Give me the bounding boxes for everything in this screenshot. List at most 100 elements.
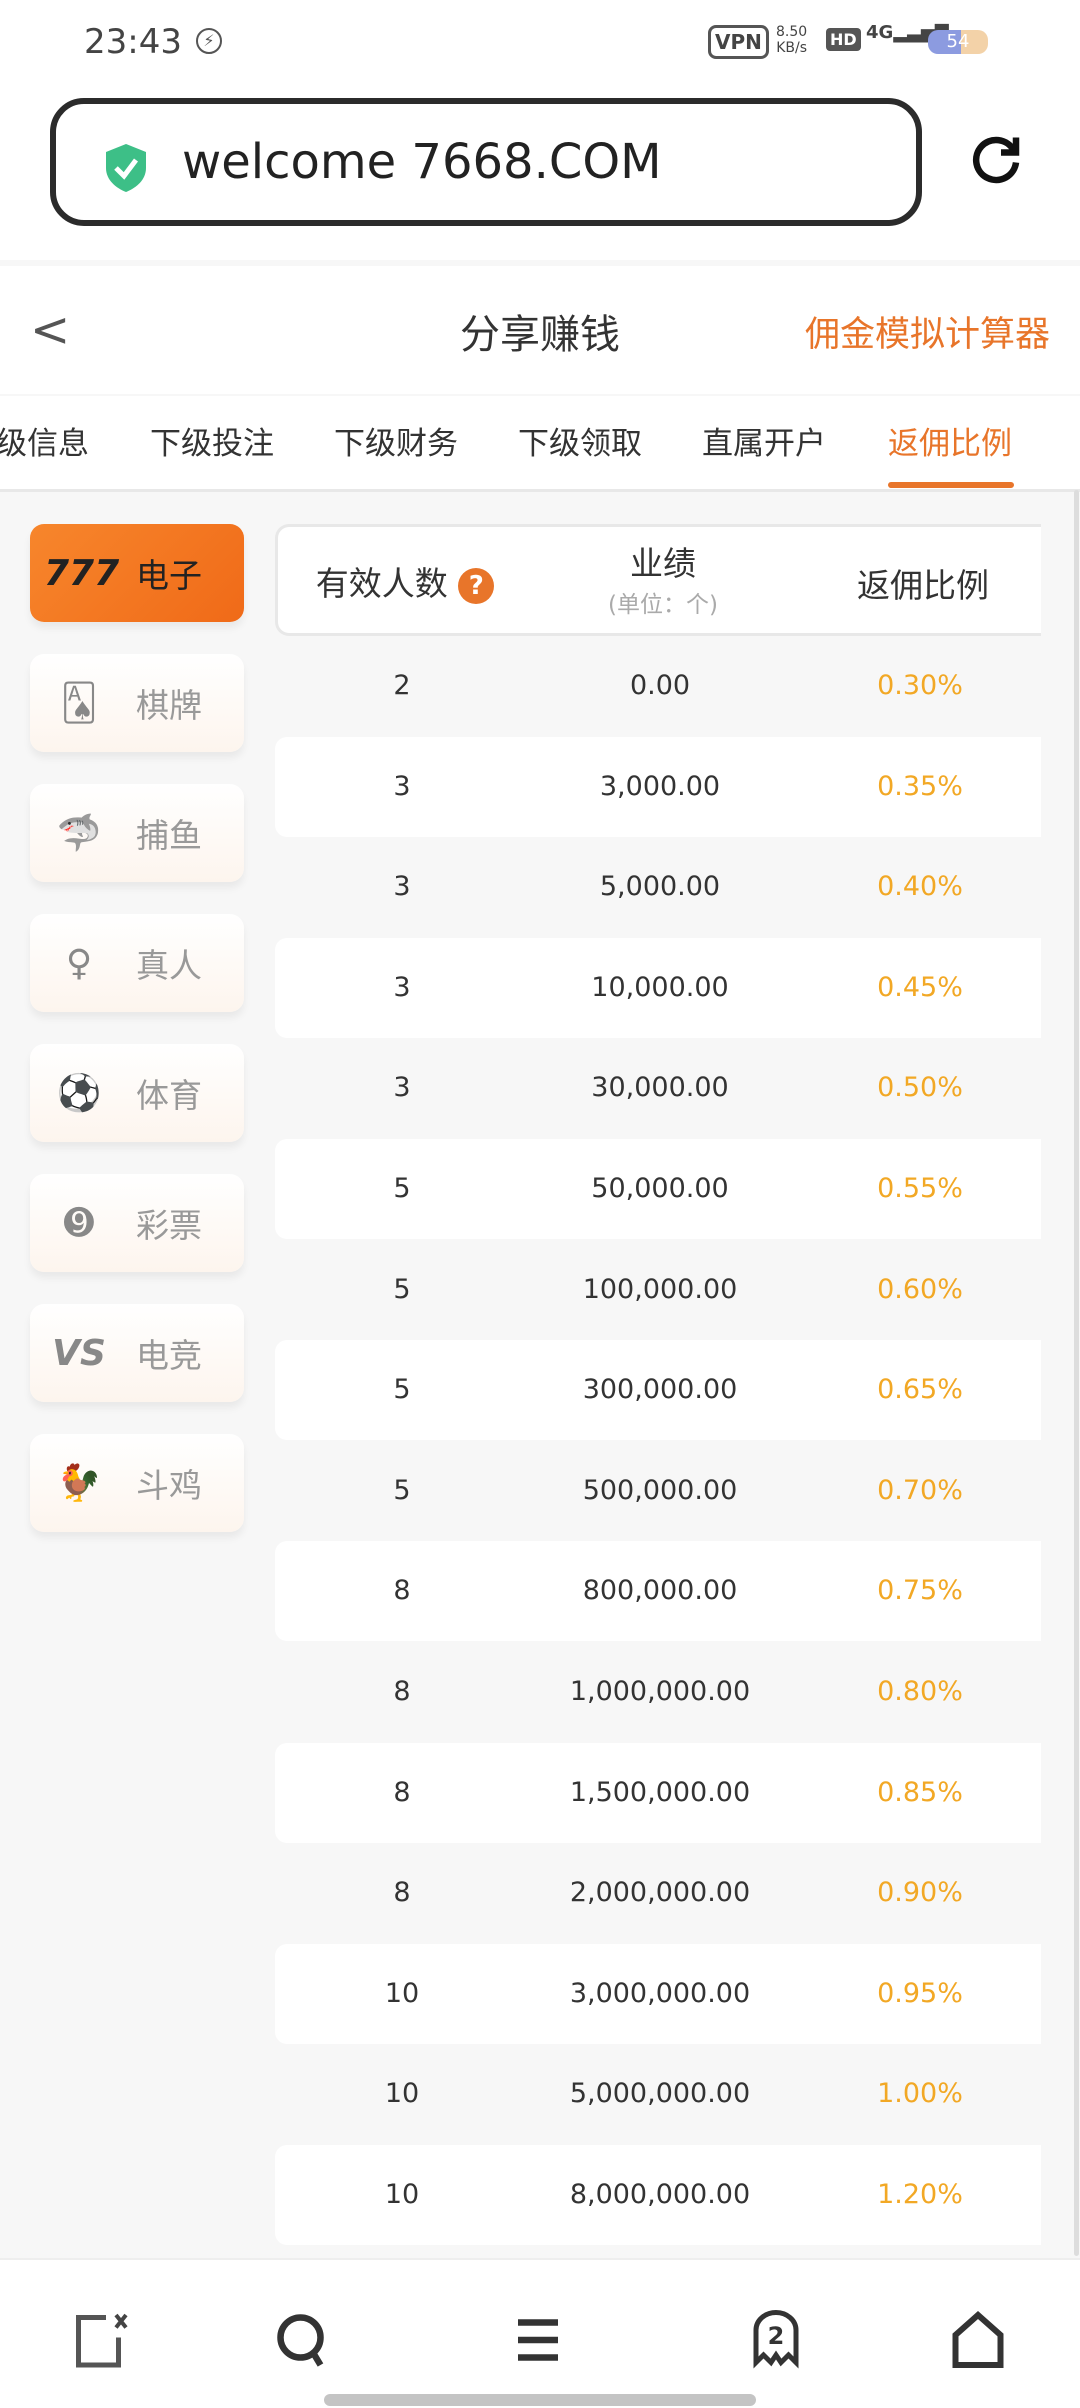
tab-subordinate-finance[interactable]: 下级财务 bbox=[334, 426, 458, 462]
rebate-rate-cell: 0.80% bbox=[877, 1676, 963, 1707]
sidebar-item-lottery[interactable]: ➒ 彩票 bbox=[30, 1174, 244, 1272]
table-row: 10 5,000,000.00 1.00% bbox=[275, 2044, 1041, 2144]
search-icon[interactable] bbox=[273, 2310, 333, 2370]
rebate-rate-cell: 0.90% bbox=[877, 1877, 963, 1909]
lottery-ball-icon: ➒ bbox=[63, 1202, 95, 1244]
help-question-icon[interactable]: ? bbox=[458, 567, 495, 604]
rebate-rate-cell: 0.85% bbox=[877, 1776, 963, 1808]
close-page-icon[interactable] bbox=[71, 2310, 131, 2370]
home-icon[interactable] bbox=[948, 2310, 1008, 2370]
table-row: 5 50,000.00 0.55% bbox=[275, 1139, 1041, 1239]
browser-bottom-nav: 2 bbox=[0, 2258, 1080, 2408]
sidebar-label: 电子 bbox=[136, 556, 202, 595]
rebate-rate-cell: 0.35% bbox=[877, 770, 963, 802]
secure-shield-icon bbox=[106, 144, 146, 192]
sidebar-item-sports[interactable]: ⚽ 体育 bbox=[30, 1044, 244, 1142]
valid-count-cell: 5 bbox=[393, 1474, 411, 1506]
table-row: 8 1,000,000.00 0.80% bbox=[275, 1642, 1041, 1742]
speed-value: 8.50 bbox=[776, 24, 808, 40]
performance-cell: 1,500,000.00 bbox=[569, 1776, 751, 1808]
header-performance-unit: (单位：个) bbox=[608, 592, 718, 618]
back-chevron-icon[interactable]: < bbox=[30, 302, 71, 358]
commission-calculator-link[interactable]: 佣金模拟计算器 bbox=[804, 315, 1050, 355]
valid-count-cell: 5 bbox=[393, 1273, 411, 1305]
valid-count-cell: 8 bbox=[393, 1877, 411, 1909]
valid-count-cell: 3 bbox=[393, 770, 411, 802]
battery-icon: 54 bbox=[928, 30, 988, 54]
performance-cell: 0.00 bbox=[629, 670, 691, 701]
tabs-outline-icon bbox=[753, 2310, 799, 2369]
tab-subordinate-bets[interactable]: 下级投注 bbox=[150, 426, 274, 462]
performance-cell: 5,000,000.00 bbox=[569, 2078, 751, 2110]
table-row: 3 3,000.00 0.35% bbox=[275, 736, 1041, 837]
valid-count-cell: 8 bbox=[393, 1676, 411, 1707]
tab-subordinate-claims[interactable]: 下级领取 bbox=[518, 426, 642, 462]
table-row: 10 8,000,000.00 1.20% bbox=[275, 2145, 1041, 2245]
table-row: 5 300,000.00 0.65% bbox=[275, 1340, 1041, 1441]
sidebar-item-cards[interactable]: 🂡 棋牌 bbox=[30, 654, 244, 752]
page-header: < 分享赚钱 佣金模拟计算器 bbox=[0, 266, 1080, 394]
cards-icon: 🂡 bbox=[60, 682, 98, 724]
header-count-label: 有效人数 bbox=[315, 564, 448, 603]
performance-cell: 50,000.00 bbox=[591, 1173, 729, 1204]
gesture-home-bar[interactable] bbox=[324, 2394, 756, 2406]
valid-count-cell: 10 bbox=[384, 1977, 420, 2009]
reload-icon[interactable] bbox=[966, 130, 1026, 190]
sidebar-item-esports[interactable]: VS 电竞 bbox=[30, 1304, 244, 1402]
777-slot-icon: 777 bbox=[44, 552, 120, 594]
performance-cell: 3,000.00 bbox=[599, 770, 721, 802]
rebate-rate-cell: 0.40% bbox=[877, 871, 963, 903]
table-header: 有效人数 ? 业绩 (单位：个) 返佣比例 bbox=[275, 524, 1041, 636]
scrollbar[interactable] bbox=[1074, 490, 1079, 2256]
sidebar-label: 体育 bbox=[136, 1076, 202, 1115]
rebate-rate-cell: 0.55% bbox=[877, 1173, 963, 1204]
tabs-count: 2 bbox=[767, 2322, 785, 2350]
rebate-rate-cell: 1.00% bbox=[877, 2078, 963, 2110]
sidebar-label: 真人 bbox=[136, 946, 202, 985]
vs-icon: VS bbox=[52, 1332, 106, 1374]
table-row: 3 30,000.00 0.50% bbox=[275, 1038, 1041, 1138]
active-tab-indicator bbox=[888, 482, 1014, 488]
network-type: 4G bbox=[866, 22, 894, 43]
performance-cell: 2,000,000.00 bbox=[569, 1877, 751, 1909]
rebate-rate-cell: 0.60% bbox=[877, 1273, 963, 1305]
address-bar[interactable]: welcome 7668.COM bbox=[50, 98, 922, 226]
valid-count-cell: 8 bbox=[393, 1575, 411, 1607]
rebate-rate-cell: 0.75% bbox=[877, 1575, 963, 1607]
menu-icon[interactable] bbox=[508, 2310, 568, 2370]
vpn-icon: VPN bbox=[708, 25, 769, 59]
performance-cell: 30,000.00 bbox=[591, 1072, 729, 1104]
rebate-rate-cell: 0.95% bbox=[877, 1977, 963, 2009]
rebate-rate-cell: 0.50% bbox=[877, 1072, 963, 1104]
valid-count-cell: 3 bbox=[393, 1072, 411, 1104]
performance-cell: 3,000,000.00 bbox=[569, 1977, 751, 2009]
sidebar-item-cockfight[interactable]: 🐓 斗鸡 bbox=[30, 1434, 244, 1532]
sidebar-label: 棋牌 bbox=[136, 686, 202, 725]
tab-bar: 级信息 下级投注 下级财务 下级领取 直属开户 返佣比例 bbox=[0, 396, 1080, 492]
tab-rebate-ratio[interactable]: 返佣比例 bbox=[888, 426, 1012, 462]
valid-count-cell: 5 bbox=[393, 1374, 411, 1406]
performance-cell: 300,000.00 bbox=[582, 1374, 738, 1406]
sidebar-label: 电竞 bbox=[136, 1336, 202, 1375]
sidebar-item-electronic[interactable]: 777 电子 bbox=[30, 524, 244, 622]
woman-icon: ♀ bbox=[65, 942, 93, 984]
url-text: welcome 7668.COM bbox=[182, 134, 662, 190]
performance-cell: 5,000.00 bbox=[599, 871, 721, 903]
shark-icon: 🦈 bbox=[56, 813, 102, 854]
clock: 23:43 bbox=[84, 22, 182, 62]
sidebar-item-live[interactable]: ♀ 真人 bbox=[30, 914, 244, 1012]
header-valid-count: 有效人数 ? bbox=[278, 557, 532, 605]
hd-icon: HD bbox=[826, 28, 861, 51]
performance-cell: 500,000.00 bbox=[582, 1474, 738, 1506]
sidebar-item-fishing[interactable]: 🦈 捕鱼 bbox=[30, 784, 244, 882]
table-row: 8 800,000.00 0.75% bbox=[275, 1541, 1041, 1642]
tab-subordinate-info[interactable]: 级信息 bbox=[0, 426, 89, 462]
performance-cell: 8,000,000.00 bbox=[569, 2179, 751, 2210]
header-performance-label: 业绩 bbox=[630, 544, 696, 583]
table-row: 10 3,000,000.00 0.95% bbox=[275, 1943, 1041, 2044]
table-row: 8 1,500,000.00 0.85% bbox=[275, 1742, 1041, 1843]
valid-count-cell: 2 bbox=[393, 670, 411, 701]
tabs-icon[interactable]: 2 bbox=[746, 2310, 806, 2370]
status-bar: 23:43 ⚡ VPN 8.50 KB/s HD 4G▂▃▅▇ 54 bbox=[0, 0, 1080, 80]
tab-direct-accounts[interactable]: 直属开户 bbox=[702, 426, 826, 462]
